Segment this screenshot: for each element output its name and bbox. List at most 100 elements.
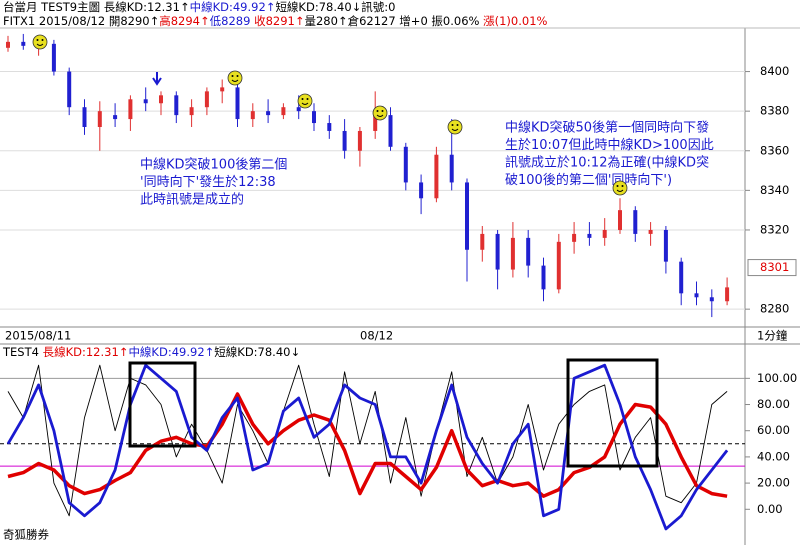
last-price-label: 8301 (760, 260, 789, 274)
annotation: 生於10:07但此時中線KD>100因此 (505, 137, 714, 153)
header-segment: 收8291↑ (254, 14, 304, 28)
candle-body (128, 99, 133, 120)
y-tick-label: 100.00 (757, 371, 797, 385)
candle-body (342, 130, 347, 151)
annotation: 中線KD突破100後第二個 (140, 157, 287, 173)
highlight-boxes (128, 358, 659, 468)
frame (0, 27, 800, 545)
y-tick-label: 8320 (760, 222, 789, 236)
indicator-line (6, 363, 729, 531)
last-price-box (747, 259, 797, 277)
candle-body (663, 229, 668, 262)
smiley-eye (616, 185, 619, 187)
candle-body (327, 123, 332, 131)
legend-entry: 長線KD:12.31↑ (43, 345, 129, 359)
annotation: 中線KD突破50後第一個同時向下發 (505, 120, 709, 136)
candle-body (587, 233, 592, 238)
indicator-title: TEST4 (2, 345, 39, 359)
candle-body (373, 115, 378, 131)
candle-body (495, 233, 500, 270)
y-tick-label: 8280 (760, 302, 789, 316)
header-segment: 中線KD:49.92↑ (190, 0, 276, 14)
smiley-mouth (36, 43, 44, 46)
header-line2: FITX1 2015/08/12 開8290↑高8294↑低8289 收8291… (3, 14, 548, 28)
candle-body (143, 99, 148, 104)
footer: 奇狐勝券 (3, 528, 49, 542)
indicator-line (7, 364, 728, 517)
candle-body (266, 111, 271, 116)
candle-body (618, 210, 622, 230)
candle-body (449, 154, 454, 183)
candle-body (281, 107, 286, 116)
smiley-mouth (616, 189, 624, 192)
candle-body (465, 182, 469, 250)
time-label: 2015/08/11 (5, 329, 71, 343)
indicator-line (7, 392, 728, 498)
candle-body (51, 43, 56, 72)
smiley-eye (301, 98, 304, 100)
candle-body (572, 233, 577, 242)
smiley-eye (381, 110, 384, 112)
icons (152, 72, 162, 86)
header-segment: 台當月 TEST9主圖 (3, 0, 104, 14)
smiley-mouth (301, 102, 309, 105)
smiley-eye (456, 124, 459, 126)
y-tick-label: 60.00 (757, 423, 790, 437)
candle-body (174, 95, 179, 116)
candle-body (82, 107, 87, 127)
candle-body (403, 146, 408, 183)
y-tick-label: 8380 (760, 104, 789, 118)
smiley-icon (227, 70, 243, 86)
smiley-icon (297, 93, 313, 109)
smiley-icon (447, 119, 463, 135)
highlight-box (128, 361, 197, 448)
smiley-eye (41, 39, 44, 41)
candle-body (709, 297, 714, 302)
candle-body (235, 87, 240, 120)
candle-body (694, 293, 699, 298)
header-segment: 量280↑倉62127 增+0 振0.06% (304, 14, 483, 28)
candle-body (419, 182, 424, 199)
header-segment: 漲(1)0.01% (483, 14, 547, 28)
candle-body (602, 229, 607, 238)
header-segment: 訊號:0 (361, 0, 395, 14)
candle-body (725, 287, 730, 302)
candle-body (541, 265, 546, 290)
legend-entry: 短線KD:78.40↓ (214, 345, 300, 359)
header-segment: 長線KD:12.31↑ (104, 0, 190, 14)
header-segment: FITX1 2015/08/12 開8290↑ (3, 14, 159, 28)
smiley-eye (451, 124, 454, 126)
y-tick-label: 8400 (760, 64, 789, 78)
header-segment: 短線KD:78.40↓ (275, 0, 361, 14)
timeframe: 1分鐘 (757, 329, 788, 343)
smiley-mouth (376, 114, 384, 117)
time-label: 08/12 (360, 329, 393, 343)
header-segment: 高8294↑ (159, 14, 209, 28)
candle-body (6, 41, 10, 48)
legend-entry: 中線KD:49.92↑ (128, 345, 214, 359)
smiley-eye (231, 75, 234, 77)
candle-body (648, 229, 653, 234)
smiley-mouth (231, 79, 239, 82)
y-tick-label: 8360 (760, 143, 789, 157)
candle-body (220, 87, 225, 92)
candle-body (388, 115, 393, 147)
arrow-icon (152, 72, 162, 86)
candle-body (679, 261, 684, 294)
candle-body (113, 115, 118, 120)
annotation: 訊號成立於10:12為正確(中線KD突 (505, 155, 709, 171)
y-tick-label: 8340 (760, 183, 789, 197)
candle-body (556, 241, 561, 290)
candle-body (312, 111, 316, 124)
annotation: '同時向下'發生於12:38 (140, 174, 276, 190)
smiley-eye (621, 185, 624, 187)
candle-body (250, 111, 255, 120)
candle-body (67, 71, 72, 108)
candle-body (526, 237, 531, 266)
indicator-header: TEST4 長線KD:12.31↑中線KD:49.92↑短線KD:78.40↓ (2, 345, 300, 359)
y-tick-label: 80.00 (757, 397, 790, 411)
candle-body (434, 154, 439, 199)
smiley-eye (306, 98, 309, 100)
